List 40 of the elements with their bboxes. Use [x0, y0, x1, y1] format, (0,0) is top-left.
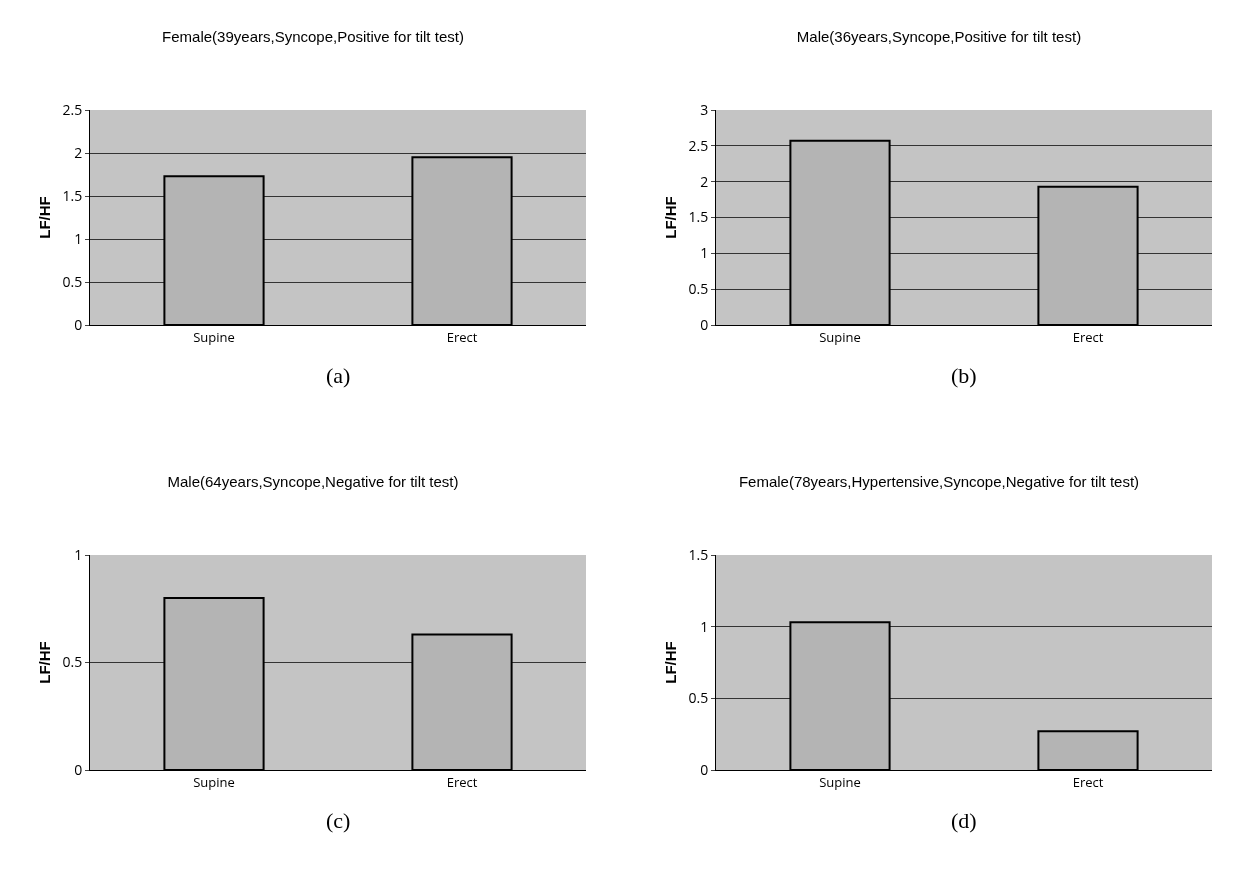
text: (c)	[326, 808, 351, 833]
y-tick-label: 1	[74, 544, 83, 564]
y-axis-title: LF/HF	[36, 641, 53, 684]
y-tick-label: 0.5	[688, 688, 709, 708]
y-tick-label: 0	[700, 314, 709, 334]
y-tick-label: 1.5	[62, 185, 83, 205]
y-tick-label: 1	[700, 616, 709, 636]
y-tick-label: 1	[74, 228, 83, 248]
x-tick-label: Supine	[193, 772, 235, 791]
y-tick-label: 1.5	[688, 544, 709, 564]
x-tick-label: Supine	[819, 772, 861, 791]
chart-title: Male(64years,Syncope,Negative for tilt test)	[167, 472, 459, 490]
y-tick-label: 2.5	[62, 99, 83, 119]
chart-title: Female(78years,Hypertensive,Syncope,Negative for tilt test)	[738, 472, 1140, 490]
chart-title: Female(39years,Syncope,Positive for tilt test)	[162, 27, 464, 45]
x-tick-label: Supine	[819, 327, 861, 346]
y-tick-label: 2.5	[688, 135, 709, 155]
text: (d)	[951, 808, 977, 833]
y-tick-label: 1.5	[688, 207, 709, 227]
text: (a)	[326, 363, 351, 388]
y-axis-title: LF/HF	[36, 196, 53, 239]
x-tick-label: Supine	[193, 327, 235, 346]
x-tick-label: Erect	[1072, 772, 1104, 791]
x-tick-label: Erect	[1072, 327, 1104, 346]
y-axis-title: LF/HF	[662, 196, 679, 239]
y-tick-label: 1	[700, 243, 709, 263]
y-tick-label: 0.5	[62, 271, 83, 291]
y-axis-title: LF/HF	[662, 641, 679, 684]
chart-title: Male(36years,Syncope,Positive for tilt test)	[796, 27, 1082, 45]
y-tick-label: 2	[74, 142, 83, 162]
text: (b)	[951, 363, 977, 388]
y-tick-label: 0	[74, 759, 83, 779]
y-tick-label: 0	[74, 314, 83, 334]
y-tick-label: 0.5	[688, 279, 709, 299]
y-tick-label: 3	[700, 99, 709, 119]
x-tick-label: Erect	[446, 772, 478, 791]
y-tick-label: 2	[700, 171, 709, 191]
x-tick-label: Erect	[446, 327, 478, 346]
y-tick-label: 0	[700, 759, 709, 779]
y-tick-label: 0.5	[62, 652, 83, 672]
